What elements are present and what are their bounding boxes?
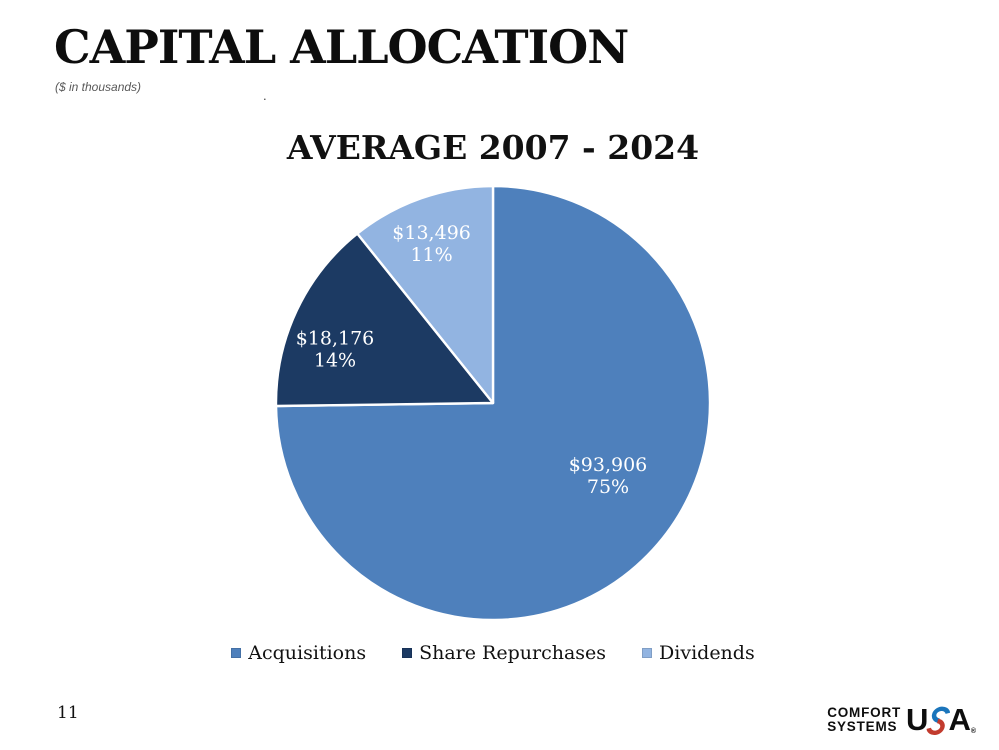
logo-word-comfort: COMFORT xyxy=(827,705,902,721)
legend-item-share-repurchases: Share Repurchases xyxy=(402,642,606,664)
legend-item-dividends: Dividends xyxy=(642,642,755,664)
logo-letter-a: A xyxy=(948,702,970,737)
legend-item-acquisitions: Acquisitions xyxy=(231,642,366,664)
page-number: 11 xyxy=(57,703,79,723)
legend-label-share-repurchases: Share Repurchases xyxy=(419,642,607,664)
svg-text:14%: 14% xyxy=(314,350,356,372)
page-title: CAPITAL ALLOCATION xyxy=(54,20,629,74)
logo-s-swoosh-icon xyxy=(926,706,951,735)
chart-legend: Acquisitions Share Repurchases Dividends xyxy=(0,642,986,664)
registered-trademark-icon: ® xyxy=(970,728,976,735)
legend-label-acquisitions: Acquisitions xyxy=(248,642,367,664)
legend-swatch-acquisitions xyxy=(231,648,242,658)
logo-letter-u: U xyxy=(906,702,928,737)
pie-chart-area: $93,906 75% $18,176 14% $13,496 11% xyxy=(273,183,713,623)
company-logo: COMFORT SYSTEMS U A ® xyxy=(827,701,976,739)
svg-text:$13,496: $13,496 xyxy=(392,222,471,244)
svg-text:11%: 11% xyxy=(410,244,452,266)
legend-label-dividends: Dividends xyxy=(659,642,755,664)
legend-swatch-dividends xyxy=(642,648,653,658)
logo-usa-wordmark: U A ® xyxy=(906,702,976,738)
pie-slice-share-repurchases xyxy=(274,232,495,408)
legend-swatch-share-repurchases xyxy=(402,648,413,658)
svg-text:75%: 75% xyxy=(587,476,629,498)
svg-text:$93,906: $93,906 xyxy=(569,454,648,476)
stray-mark: . xyxy=(263,88,267,103)
logo-company-name: COMFORT SYSTEMS xyxy=(827,706,901,734)
pie-slice-dividends xyxy=(356,184,495,405)
logo-word-systems: SYSTEMS xyxy=(827,719,898,734)
svg-text:$18,176: $18,176 xyxy=(296,328,375,350)
subtitle-units: ($ in thousands) xyxy=(55,80,142,94)
chart-title: AVERAGE 2007 - 2024 xyxy=(286,128,700,167)
